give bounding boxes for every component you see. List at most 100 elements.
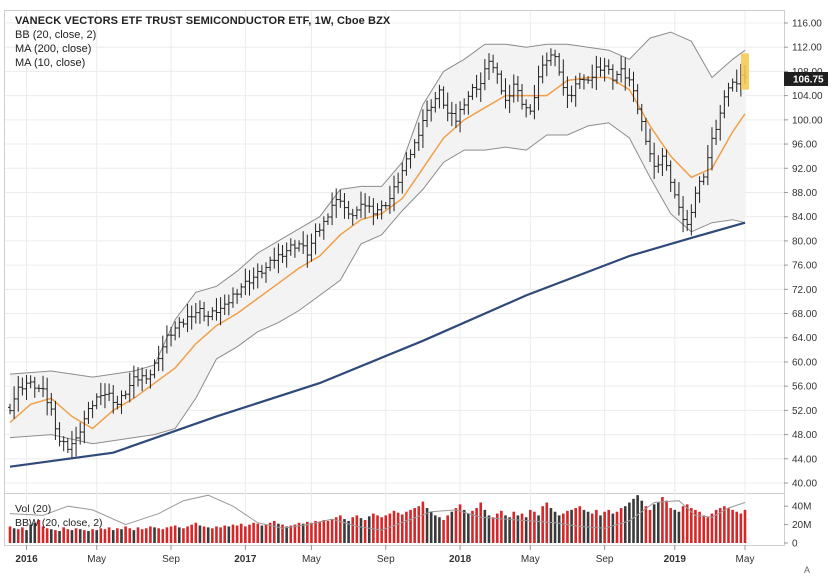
bbw-line <box>9 494 746 531</box>
volume-bar-176 <box>735 511 739 543</box>
ma200-line <box>9 221 746 468</box>
ohlc-bar-17 <box>78 422 83 445</box>
ohlc-bar-116 <box>486 53 491 80</box>
ohlc-bar-76 <box>321 216 326 240</box>
ohlc-bar-162 <box>676 182 681 216</box>
ohlc-bar-48 <box>206 311 211 327</box>
ohlc-bar-100 <box>420 109 425 148</box>
volume-bar-114 <box>479 502 483 543</box>
x-tick-label-8: Sep <box>596 554 614 565</box>
ohlc-bar-59 <box>251 267 256 290</box>
volume-bar-8 <box>41 526 45 543</box>
volume-bar-48 <box>206 527 210 543</box>
ohlc-bar-108 <box>453 103 458 128</box>
ohlc-bar-148 <box>619 56 624 83</box>
legend-volume: Vol (20) <box>15 503 52 515</box>
ohlc-bar-137 <box>573 75 578 107</box>
volume-bar-111 <box>467 513 470 543</box>
volume-bar-92 <box>388 513 392 543</box>
ohlc-bar-84 <box>354 206 359 220</box>
ohlc-bar-25 <box>111 385 116 414</box>
y-tick-label-0: 116.00 <box>792 19 822 30</box>
ohlc-bar-127 <box>532 84 537 120</box>
volume-bar-158 <box>661 497 664 543</box>
volume-bar-41 <box>177 527 181 543</box>
ohlc-bar-21 <box>94 393 99 410</box>
volume-bar-91 <box>384 515 388 543</box>
ohlc-bar-82 <box>346 200 351 220</box>
x-tick-label-0: 2016 <box>15 554 38 565</box>
y-tick-label-16: 52.00 <box>792 406 817 417</box>
volume-bar-4 <box>25 530 28 543</box>
ohlc-bar-133 <box>557 52 562 76</box>
legend-bbw: BBW (20, close, 2) <box>15 517 103 529</box>
ohlc-bar-118 <box>495 62 500 84</box>
ohlc-bar-43 <box>185 304 190 333</box>
ohlc-bar-160 <box>668 160 673 193</box>
volume-bar-23 <box>103 529 107 543</box>
volume-bar-79 <box>334 517 338 543</box>
volume-bar-112 <box>471 510 474 543</box>
ohlc-bar-53 <box>226 294 231 316</box>
ohlc-bar-72 <box>305 234 310 268</box>
volume-bar-68 <box>289 525 293 543</box>
ohlc-bar-50 <box>214 298 219 321</box>
ohlc-bar-140 <box>586 76 591 84</box>
ohlc-bar-163 <box>681 196 686 233</box>
volume-bar-13 <box>62 527 65 543</box>
scroll-to-latest-button[interactable]: A <box>803 565 810 575</box>
ohlc-bar-51 <box>218 297 223 326</box>
volume-bar-94 <box>396 512 400 543</box>
volume-bar-17 <box>78 529 82 543</box>
volume-bar-44 <box>190 524 193 543</box>
volume-bar-27 <box>120 529 123 543</box>
ohlc-bar-6 <box>32 376 37 398</box>
ohlc-bar-156 <box>652 142 657 179</box>
ohlc-bar-56 <box>239 283 244 298</box>
volume-bar-165 <box>690 508 693 543</box>
volume-bar-55 <box>235 525 239 543</box>
ohlc-bar-5 <box>28 375 33 389</box>
ohlc-bar-22 <box>98 382 103 406</box>
volume-bar-74 <box>314 520 317 543</box>
volume-bar-119 <box>500 510 503 543</box>
volume-bar-93 <box>392 510 396 543</box>
volume-bar-161 <box>673 509 677 543</box>
volume-bar-167 <box>698 511 701 543</box>
ohlc-bar-63 <box>268 256 273 272</box>
y-tick-label-12: 68.00 <box>792 309 817 320</box>
ohlc-bar-97 <box>408 149 413 169</box>
volume-bar-164 <box>685 504 689 543</box>
y-tick-label-4: 100.00 <box>792 115 823 126</box>
ohlc-bar-138 <box>577 72 582 90</box>
volume-bar-36 <box>157 528 160 543</box>
ohlc-bar-122 <box>511 74 516 103</box>
ohlc-bar-152 <box>635 84 640 115</box>
volume-bar-121 <box>508 517 511 543</box>
volume-bar-1 <box>12 528 16 543</box>
legend-ma200: MA (200, close) <box>15 43 92 55</box>
ohlc-bar-1 <box>12 386 17 419</box>
ohlc-bar-174 <box>726 82 731 107</box>
ohlc-bar-151 <box>631 71 636 102</box>
volume-bar-100 <box>421 501 425 543</box>
volume-bar-29 <box>128 528 132 543</box>
volume-bar-172 <box>718 508 722 543</box>
ohlc-bar-130 <box>544 52 549 77</box>
ohlc-bar-164 <box>685 209 690 232</box>
ohlc-bar-54 <box>230 287 235 308</box>
ohlc-bar-91 <box>383 201 388 210</box>
volume-bar-18 <box>83 530 86 543</box>
ohlc-bar-60 <box>255 263 260 289</box>
volume-bar-37 <box>161 529 165 543</box>
volume-bar-106 <box>446 515 449 543</box>
ohlc-bar-15 <box>69 430 74 458</box>
ohlc-bar-144 <box>602 57 607 82</box>
volume-bar-122 <box>512 511 516 543</box>
ohlc-bar-32 <box>140 367 145 392</box>
bbw-path <box>9 494 746 531</box>
last-bar-highlight <box>741 53 749 90</box>
volume-bar-46 <box>198 525 202 543</box>
last-price-tag: 106.75 <box>741 53 828 90</box>
volume-bar-148 <box>619 508 623 543</box>
